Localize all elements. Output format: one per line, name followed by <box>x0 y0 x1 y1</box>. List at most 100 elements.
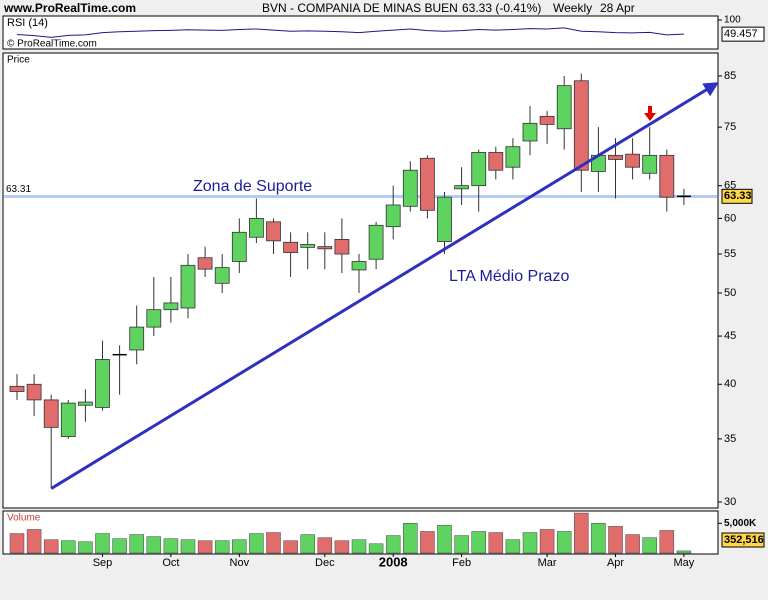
candle-body <box>300 244 316 248</box>
candle-body <box>659 154 675 198</box>
volume-bar <box>539 529 555 554</box>
volume-bar <box>334 540 350 554</box>
value-box <box>721 532 765 548</box>
candle-body <box>78 401 93 406</box>
rsi-title: RSI (14) <box>7 17 48 29</box>
candle-body <box>419 157 435 211</box>
volume-bar <box>197 540 213 554</box>
volume-bar <box>163 538 179 554</box>
candle-body <box>608 154 623 160</box>
annotation: LTA Médio Prazo <box>449 268 569 285</box>
value-box <box>721 26 765 42</box>
volume-bar <box>249 533 264 554</box>
volume-bar <box>574 512 589 554</box>
candle-body <box>334 238 350 255</box>
volume-bar <box>317 537 333 554</box>
volume-bar <box>676 550 692 554</box>
candle-body <box>231 231 247 262</box>
volume-title: Volume <box>7 513 41 524</box>
date: 28 Apr <box>600 1 635 15</box>
y-tick-label: 45 <box>724 330 736 342</box>
y-tick-label: 30 <box>724 496 736 508</box>
candle-body <box>146 309 162 328</box>
volume-bar <box>368 543 384 554</box>
volume-bar <box>9 533 25 554</box>
candle-body <box>180 264 196 309</box>
candle-body <box>437 196 452 242</box>
candle-body <box>60 402 76 437</box>
candle-body <box>625 153 640 168</box>
volume-bar <box>625 534 640 554</box>
y-tick-label: 100 <box>724 15 741 26</box>
volume-bar <box>61 540 76 554</box>
y-tick-label: 60 <box>724 212 736 224</box>
y-tick-label: 5,000K <box>724 518 757 529</box>
volume-bar <box>351 539 367 554</box>
volume-value-label: 352,516 <box>724 534 764 546</box>
quote: 63.33 (-0.41%) <box>462 1 541 15</box>
source: © ProRealTime.com <box>7 39 97 50</box>
volume-bar <box>437 525 452 554</box>
volume-bar <box>232 539 247 554</box>
candle-body <box>43 399 59 428</box>
volume-bar <box>420 531 435 554</box>
support-label: 63.31 <box>6 184 31 195</box>
volume-bar <box>26 529 42 554</box>
y-tick-label: 65 <box>724 180 736 192</box>
volume-bar <box>300 534 315 554</box>
volume-bar <box>146 536 162 554</box>
candle-body <box>317 246 333 250</box>
site: www.ProRealTime.com <box>3 1 136 15</box>
candle-body <box>368 224 384 260</box>
value-box <box>721 188 753 204</box>
volume-bar <box>43 539 59 554</box>
volume-bar <box>95 533 110 554</box>
candle-body <box>26 383 42 401</box>
volume-bar <box>214 540 230 554</box>
candle-body <box>488 152 504 171</box>
volume-bar <box>608 526 623 554</box>
x-tick-label: Dec <box>315 557 335 569</box>
y-tick-label: 85 <box>724 70 736 82</box>
x-tick-label: Feb <box>452 557 471 569</box>
x-tick-label: Apr <box>607 557 624 569</box>
annotation: Zona de Suporte <box>193 178 312 195</box>
candle-body <box>197 257 213 270</box>
volume-bar <box>129 534 144 554</box>
y-tick-label: 55 <box>724 248 736 260</box>
volume-bar <box>471 531 486 554</box>
candle-body <box>522 122 538 142</box>
last-price-label: 63.33 <box>724 190 752 202</box>
volume-bar <box>488 532 504 554</box>
candle-body <box>214 267 230 284</box>
x-tick-label: Nov <box>230 557 250 569</box>
rsi-value-label: 49.457 <box>724 28 758 40</box>
candle-body <box>9 385 25 392</box>
y-tick-label: 75 <box>724 121 736 133</box>
volume-bar <box>454 535 469 554</box>
volume-bar <box>403 523 418 554</box>
candle-body <box>402 169 418 207</box>
candle-body <box>471 152 487 187</box>
candle-body <box>283 241 299 253</box>
x-tick-label: Oct <box>162 557 179 569</box>
candle-body <box>385 204 401 228</box>
y-tick-label: 40 <box>724 378 736 390</box>
candle-body <box>539 115 555 125</box>
candle-body <box>248 218 264 238</box>
x-tick-label: May <box>674 557 695 569</box>
candle-body <box>351 261 367 271</box>
candle-body <box>505 146 521 168</box>
symbol: BVN - COMPANIA DE MINAS BUEN <box>262 1 458 15</box>
volume-bar <box>556 531 572 554</box>
price-title: Price <box>7 55 30 66</box>
volume-bar <box>522 532 538 554</box>
period: Weekly <box>553 1 592 15</box>
volume-bar <box>505 539 521 554</box>
trendline <box>50 82 719 490</box>
volume-bar <box>591 523 606 554</box>
candle-body <box>642 154 658 174</box>
x-tick-label: Sep <box>93 557 113 569</box>
volume-bar <box>385 535 401 554</box>
